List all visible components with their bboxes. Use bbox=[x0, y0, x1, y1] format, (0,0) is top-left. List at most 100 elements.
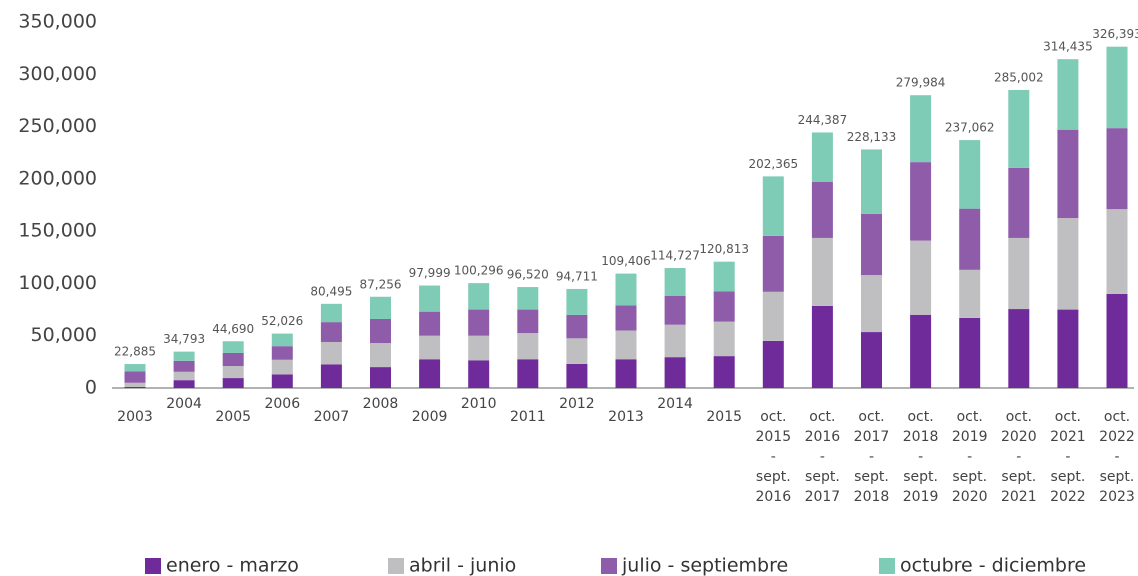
bar-segment bbox=[861, 275, 882, 333]
x-tick-label: 2015 bbox=[706, 409, 742, 425]
bar-segment bbox=[517, 359, 539, 388]
bar-segment bbox=[1106, 209, 1128, 294]
x-tick-line: 2019 bbox=[903, 489, 939, 505]
x-tick-label: 2008 bbox=[363, 396, 399, 412]
bar-segment bbox=[1057, 59, 1079, 130]
bar-segment bbox=[320, 322, 342, 342]
x-tick-line: sept. bbox=[1051, 469, 1086, 485]
y-tick-label: 0 bbox=[85, 377, 97, 399]
bar-segment bbox=[811, 181, 833, 238]
bar-segment bbox=[222, 352, 244, 367]
bar-segment bbox=[468, 309, 490, 336]
bar-segment bbox=[517, 333, 539, 360]
total-label: 96,520 bbox=[507, 268, 549, 282]
bar-segment bbox=[1057, 309, 1079, 388]
x-tick-line: sept. bbox=[1001, 469, 1036, 485]
bar-segment bbox=[1008, 237, 1030, 310]
x-tick-label: oct. 2021 - sept. 2022 bbox=[1050, 409, 1086, 505]
bar-segment bbox=[271, 359, 293, 375]
bar-segment bbox=[222, 378, 244, 388]
total-label: 34,793 bbox=[163, 332, 205, 346]
bar-segment bbox=[811, 237, 833, 306]
x-tick-line: 2021 bbox=[1050, 429, 1086, 445]
total-label: 237,062 bbox=[945, 121, 995, 135]
x-tick-label: 2010 bbox=[461, 396, 497, 412]
total-label: 326,393 bbox=[1092, 27, 1138, 41]
x-tick-line: - bbox=[1065, 449, 1070, 465]
bar-segment bbox=[713, 291, 735, 322]
bar-segment bbox=[959, 140, 981, 209]
bar-segment bbox=[124, 382, 146, 387]
x-tick-line: oct. bbox=[1006, 409, 1032, 425]
bar-segment bbox=[713, 321, 735, 357]
x-tick-line: - bbox=[869, 449, 874, 465]
legend-swatch bbox=[601, 558, 617, 574]
total-label: 314,435 bbox=[1043, 40, 1093, 54]
total-label: 94,711 bbox=[556, 269, 598, 283]
bar-segment bbox=[762, 291, 784, 341]
bar-segment bbox=[173, 351, 195, 361]
total-label: 97,999 bbox=[409, 266, 451, 280]
y-tick-label: 150,000 bbox=[18, 220, 97, 242]
total-label: 244,387 bbox=[798, 113, 848, 127]
bar-segment bbox=[615, 359, 637, 388]
bar-segment bbox=[124, 364, 146, 372]
bar-segment bbox=[370, 318, 391, 344]
bar-segment bbox=[615, 305, 637, 331]
x-tick-line: - bbox=[820, 449, 825, 465]
x-tick-label: oct. 2022 - sept. 2023 bbox=[1099, 409, 1135, 505]
bar-segment bbox=[959, 208, 981, 270]
bar-segment bbox=[468, 283, 490, 310]
x-tick-label: 2012 bbox=[559, 396, 595, 412]
bar-segment bbox=[615, 273, 637, 306]
bar-segment bbox=[517, 287, 539, 310]
legend-swatch bbox=[388, 558, 404, 574]
x-tick-line: 2017 bbox=[805, 489, 841, 505]
x-tick-line: oct. bbox=[760, 409, 786, 425]
total-label: 120,813 bbox=[699, 242, 749, 256]
x-tick-line: 2015 bbox=[755, 429, 791, 445]
bar-segment bbox=[320, 303, 342, 323]
bar-segment bbox=[959, 269, 981, 318]
x-tick-label: oct. 2017 - sept. 2018 bbox=[854, 409, 890, 505]
total-label: 285,002 bbox=[994, 70, 1044, 84]
bar-segment bbox=[861, 149, 882, 214]
y-tick-label: 300,000 bbox=[18, 63, 97, 85]
legend-label: octubre - diciembre bbox=[900, 555, 1086, 576]
bar-segment bbox=[370, 343, 391, 368]
bar-segment bbox=[1106, 46, 1128, 129]
x-tick-label: 2003 bbox=[117, 409, 153, 425]
x-tick-line: sept. bbox=[1100, 469, 1135, 485]
bar-segment bbox=[1008, 309, 1030, 388]
bar-segment bbox=[517, 309, 539, 334]
x-tick-label: 2007 bbox=[314, 409, 350, 425]
y-tick-label: 100,000 bbox=[18, 272, 97, 294]
x-tick-line: oct. bbox=[1055, 409, 1081, 425]
y-tick-label: 350,000 bbox=[18, 11, 97, 33]
bar-segment bbox=[370, 296, 391, 319]
bar-segment bbox=[1106, 293, 1128, 388]
bar-segment bbox=[1008, 167, 1030, 238]
bar-segment bbox=[713, 261, 735, 292]
x-tick-line: 2019 bbox=[952, 429, 988, 445]
bar-segment bbox=[664, 295, 686, 325]
bar-segment bbox=[271, 374, 293, 388]
total-label: 202,365 bbox=[748, 157, 798, 171]
legend-label: enero - marzo bbox=[166, 555, 299, 576]
total-label: 114,727 bbox=[650, 249, 700, 263]
x-tick-label: 2005 bbox=[215, 409, 251, 425]
x-tick-line: oct. bbox=[957, 409, 983, 425]
bar-segment bbox=[320, 341, 342, 365]
bar-segment bbox=[566, 363, 588, 388]
x-tick-line: sept. bbox=[903, 469, 938, 485]
bar-segment bbox=[762, 340, 784, 388]
bar-segment bbox=[664, 357, 686, 388]
x-tick-label: oct. 2019 - sept. 2020 bbox=[952, 409, 988, 505]
x-tick-line: - bbox=[967, 449, 972, 465]
x-tick-line: oct. bbox=[1104, 409, 1130, 425]
bar-segment bbox=[222, 366, 244, 379]
total-label: 80,495 bbox=[310, 284, 352, 298]
y-tick-label: 50,000 bbox=[31, 324, 97, 346]
bar-segment bbox=[959, 317, 981, 388]
